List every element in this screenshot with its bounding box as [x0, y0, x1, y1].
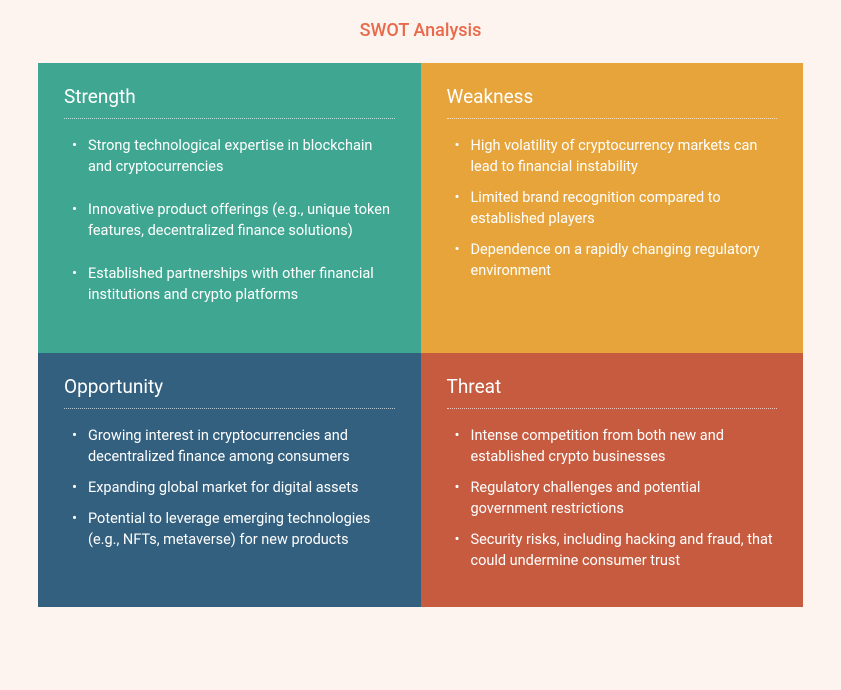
quadrant-heading-opportunity: Opportunity — [64, 375, 395, 409]
list-item: Expanding global market for digital asse… — [70, 477, 395, 498]
quadrant-threat: Threat Intense competition from both new … — [421, 353, 804, 607]
list-item: Limited brand recognition compared to es… — [453, 187, 778, 229]
list-item: Innovative product offerings (e.g., uniq… — [70, 199, 395, 241]
list-item: High volatility of cryptocurrency market… — [453, 135, 778, 177]
page-title: SWOT Analysis — [38, 20, 803, 41]
list-item: Intense competition from both new and es… — [453, 425, 778, 467]
list-item: Growing interest in cryptocurrencies and… — [70, 425, 395, 467]
list-item: Strong technological expertise in blockc… — [70, 135, 395, 177]
quadrant-opportunity: Opportunity Growing interest in cryptocur… — [38, 353, 421, 607]
quadrant-list-opportunity: Growing interest in cryptocurrencies and… — [64, 425, 395, 550]
quadrant-heading-strength: Strength — [64, 85, 395, 119]
quadrant-strength: Strength Strong technological expertise i… — [38, 63, 421, 353]
list-item: Potential to leverage emerging technolog… — [70, 508, 395, 550]
list-item: Dependence on a rapidly changing regulat… — [453, 239, 778, 281]
list-item: Regulatory challenges and potential gove… — [453, 477, 778, 519]
quadrant-list-strength: Strong technological expertise in blockc… — [64, 135, 395, 305]
quadrant-heading-weakness: Weakness — [447, 85, 778, 119]
list-item: Security risks, including hacking and fr… — [453, 529, 778, 571]
quadrant-heading-threat: Threat — [447, 375, 778, 409]
swot-grid: Strength Strong technological expertise i… — [38, 63, 803, 607]
quadrant-list-threat: Intense competition from both new and es… — [447, 425, 778, 571]
quadrant-list-weakness: High volatility of cryptocurrency market… — [447, 135, 778, 281]
list-item: Established partnerships with other fina… — [70, 263, 395, 305]
quadrant-weakness: Weakness High volatility of cryptocurrenc… — [421, 63, 804, 353]
